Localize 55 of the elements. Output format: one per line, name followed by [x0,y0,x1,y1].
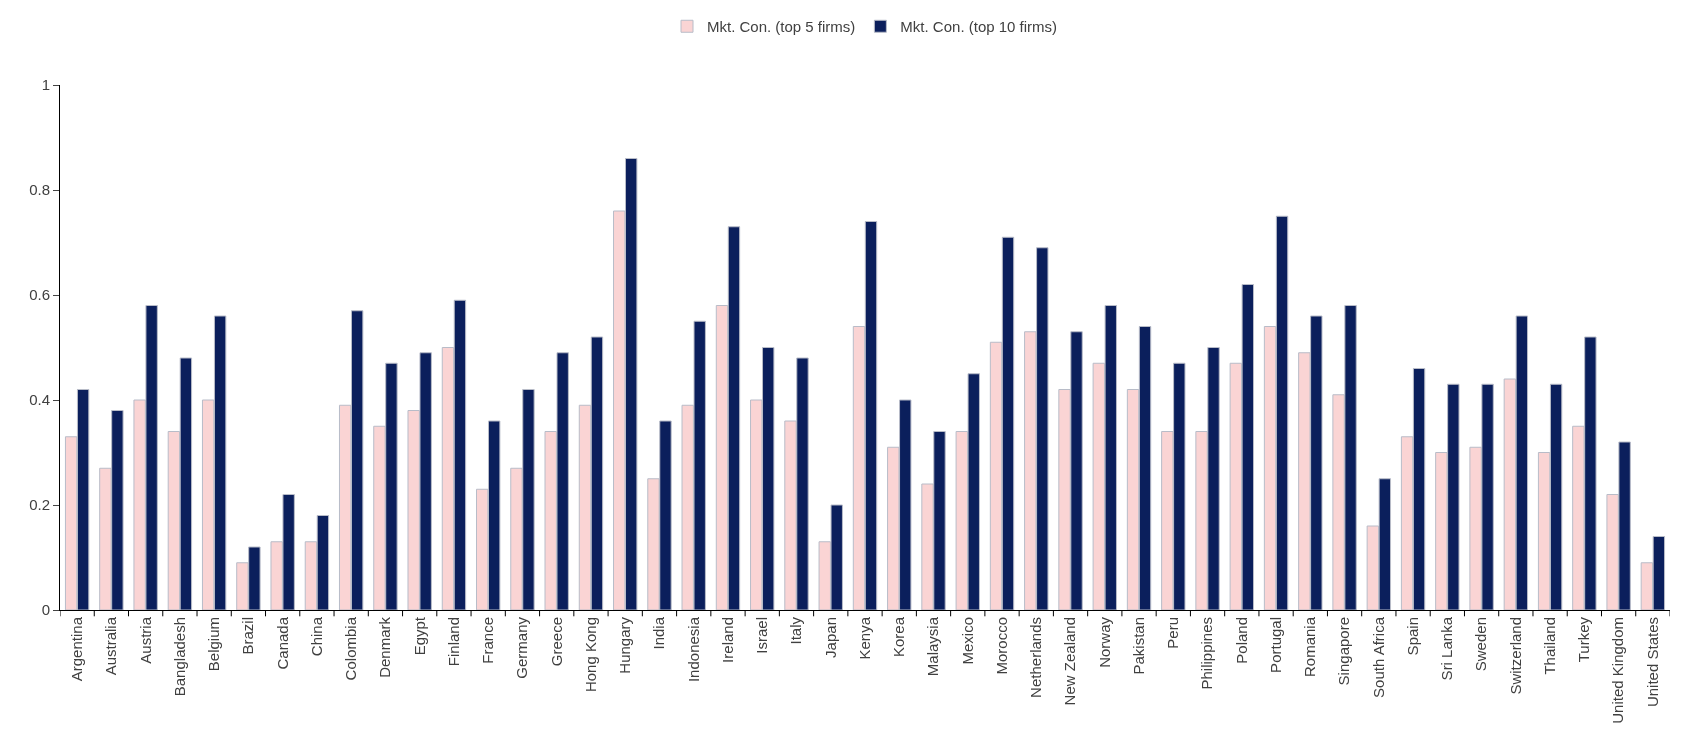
x-tick-label: Finland [444,617,462,667]
x-tick-label: Netherlands [1027,617,1045,698]
x-tick-label: Bangladesh [170,617,188,697]
y-tick-label: 1 [41,76,50,94]
x-tick-label: Belgium [205,617,223,672]
x-tick-label: Mexico [958,617,976,665]
x-tick-label: Romania [1301,616,1319,678]
x-tick-label: Australia [102,616,120,676]
x-tick-label: Japan [821,617,839,658]
x-tick-label: Poland [1232,617,1250,664]
x-tick-label: Peru [1164,617,1182,649]
x-tick-label: Hong Kong [581,617,599,693]
x-tick-label: Germany [513,616,531,679]
x-tick-label: Norway [1095,616,1113,668]
x-tick-label: Canada [273,616,291,670]
y-tick-label: 0.8 [29,181,50,199]
x-tick-label: France [479,617,497,664]
y-tick-label: 0.2 [29,496,50,514]
x-tick-label: United States [1643,617,1661,708]
x-tick-label: Egypt [410,616,428,656]
x-tick-label: Denmark [376,616,394,678]
y-tick-label: 0 [41,601,50,619]
x-tick-label: Singapore [1335,617,1353,686]
x-tick-label: Brazil [239,617,257,655]
x-tick-label: United Kingdom [1609,617,1627,724]
y-tick-label: 0.4 [29,391,50,409]
x-tick-label: Israel [753,617,771,654]
x-tick-label: Kenya [855,616,873,660]
x-tick-label: Ireland [718,617,736,663]
x-tick-label: Thailand [1540,617,1558,675]
y-tick-label: 0.6 [29,286,50,304]
x-tick-label: Colombia [342,616,360,681]
x-tick-label: New Zealand [1061,617,1079,706]
x-tick-label: China [307,616,325,657]
legend-label: Mkt. Con. (top 10 firms) [900,18,1058,36]
x-tick-label: Turkey [1575,616,1593,663]
x-tick-label: Malaysia [924,616,942,677]
x-tick-label: Morocco [992,617,1010,675]
x-tick-label: Sri Lanka [1438,616,1456,681]
x-tick-label: Switzerland [1506,617,1524,695]
legend-label: Mkt. Con. (top 5 firms) [707,18,856,36]
x-tick-label: Austria [136,616,154,664]
x-tick-label: Hungary [616,616,634,674]
x-tick-label: Portugal [1266,617,1284,673]
x-tick-label: Pakistan [1129,617,1147,675]
x-tick-label: Sweden [1472,617,1490,672]
x-tick-label: Greece [547,617,565,667]
x-tick-label: Italy [787,616,805,645]
x-tick-label: South Africa [1369,616,1387,698]
x-tick-label: Philippines [1198,617,1216,690]
x-tick-label: Korea [890,616,908,658]
x-tick-label: Argentina [68,616,85,682]
x-tick-label: India [650,616,668,650]
x-tick-label: Indonesia [684,616,702,683]
x-tick-label: Spain [1403,617,1421,656]
